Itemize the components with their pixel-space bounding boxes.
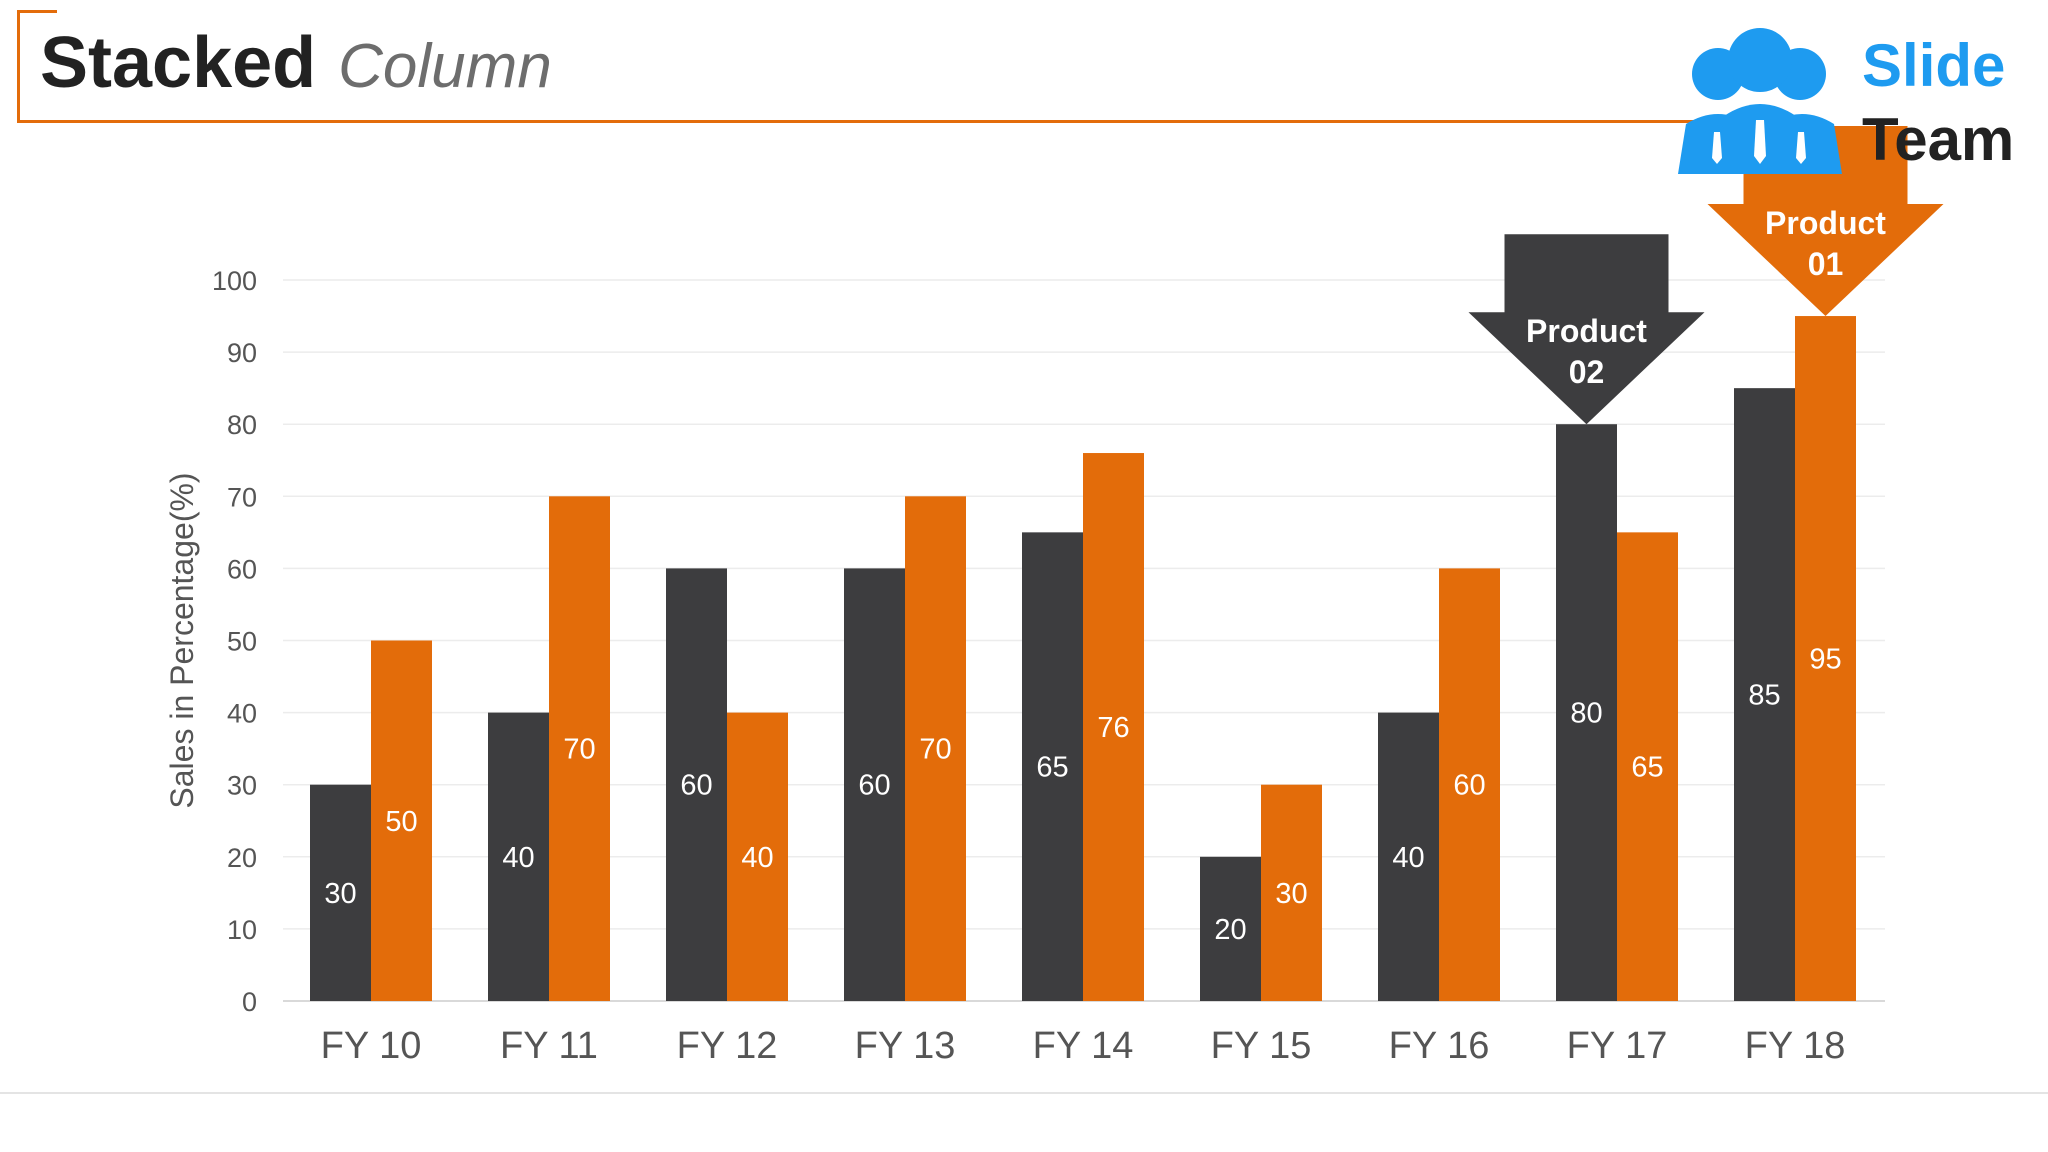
y-tick-label: 0: [242, 987, 257, 1017]
bar-series2: [1261, 784, 1322, 1001]
x-tick-label: FY 18: [1745, 1025, 1846, 1067]
bar-series1: [310, 784, 371, 1001]
x-tick-label: FY 14: [1033, 1025, 1134, 1067]
title-light: Column: [338, 32, 552, 101]
y-tick-label: 60: [227, 554, 257, 584]
bar-series1: [1200, 856, 1261, 1001]
bar-series2: [371, 640, 432, 1001]
x-tick-label: FY 13: [855, 1025, 956, 1067]
y-tick-label: 40: [227, 699, 257, 729]
y-tick-label: 10: [227, 915, 257, 945]
y-tick-label: 80: [227, 410, 257, 440]
data-label: 60: [1453, 770, 1485, 802]
data-label: 70: [919, 734, 951, 766]
data-label: 80: [1570, 698, 1602, 730]
bar-series1: [1734, 388, 1795, 1001]
data-label: 65: [1036, 752, 1068, 784]
data-label: 65: [1631, 752, 1663, 784]
data-label: 30: [324, 878, 356, 910]
callout-label-line1: Product: [1526, 313, 1647, 349]
y-axis-label: Sales in Percentage(%): [164, 472, 200, 808]
data-label: 85: [1748, 680, 1780, 712]
bar-series1: [844, 568, 905, 1001]
bar-series2: [549, 496, 610, 1001]
logo-word-slide: Slide: [1862, 32, 2006, 99]
bar-series2: [1617, 532, 1678, 1001]
logo-word-team: Team: [1862, 106, 2015, 173]
x-tick-label: FY 10: [321, 1025, 422, 1067]
callout-arrow: [1468, 234, 1705, 425]
x-tick-label: FY 12: [677, 1025, 778, 1067]
bar-series2: [1439, 568, 1500, 1001]
bar-series1: [1022, 532, 1083, 1001]
y-tick-label: 30: [227, 771, 257, 801]
data-label: 70: [563, 734, 595, 766]
x-tick-label: FY 17: [1567, 1025, 1668, 1067]
y-tick-label: 90: [227, 338, 257, 368]
title-frame: [17, 10, 1720, 123]
data-label: 20: [1214, 914, 1246, 946]
bar-series2: [1083, 453, 1144, 1001]
bar-series1: [1556, 424, 1617, 1001]
title-bold: Stacked: [40, 23, 317, 103]
slide-title: Stacked Column: [40, 18, 552, 112]
data-label: 76: [1097, 712, 1129, 744]
bar-series2: [727, 712, 788, 1001]
y-tick-label: 50: [227, 627, 257, 657]
data-label: 40: [1392, 842, 1424, 874]
callout-label-line1: Product: [1765, 205, 1886, 241]
callout-label-line2: 02: [1569, 354, 1605, 390]
bar-series2: [1795, 316, 1856, 1001]
data-label: 60: [858, 770, 890, 802]
y-tick-label: 100: [212, 266, 257, 296]
bar-series1: [666, 568, 727, 1001]
data-label: 30: [1275, 878, 1307, 910]
callout-label-line2: 01: [1808, 246, 1844, 282]
x-tick-label: FY 16: [1389, 1025, 1490, 1067]
x-tick-label: FY 15: [1211, 1025, 1312, 1067]
data-label: 95: [1809, 644, 1841, 676]
bar-series1: [1378, 712, 1439, 1001]
bar-series2: [905, 496, 966, 1001]
bar-series1: [488, 712, 549, 1001]
data-label: 50: [385, 806, 417, 838]
x-tick-label: FY 11: [500, 1025, 598, 1067]
data-label: 60: [680, 770, 712, 802]
data-label: 40: [741, 842, 773, 874]
data-label: 40: [502, 842, 534, 874]
bottom-divider: [0, 1092, 2048, 1094]
slideteam-logo-icon: [1678, 28, 1842, 174]
y-tick-label: 20: [227, 843, 257, 873]
y-tick-label: 70: [227, 482, 257, 512]
